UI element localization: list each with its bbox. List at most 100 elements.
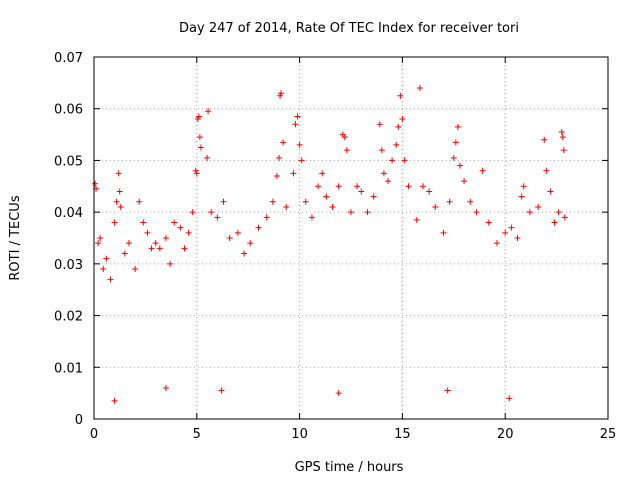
data-point	[226, 235, 233, 241]
data-point	[92, 180, 99, 187]
data-point	[446, 198, 453, 205]
data-point	[247, 240, 254, 247]
data-point	[335, 390, 342, 397]
data-point	[526, 209, 533, 216]
data-point	[506, 395, 513, 402]
data-point	[255, 224, 262, 231]
data-point	[195, 113, 202, 120]
data-point	[401, 157, 408, 164]
y-tick-label: 0.02	[54, 310, 83, 325]
data-point	[273, 172, 280, 179]
data-point	[341, 134, 348, 141]
data-point	[354, 183, 361, 190]
y-axis: 0 0.01 0.02 0.03 0.04 0.05 0.06 0.07	[54, 51, 608, 428]
data-point	[308, 214, 315, 221]
y-axis-label: ROTI / TECUs	[8, 195, 23, 280]
x-axis: 0 5 10 15 20 25	[90, 57, 616, 442]
data-point	[558, 128, 565, 135]
y-tick-label: 0.01	[54, 361, 83, 376]
data-point	[205, 108, 212, 115]
x-tick-label: 25	[600, 427, 617, 442]
data-point	[269, 198, 276, 205]
data-point	[189, 209, 196, 216]
data-point	[298, 157, 305, 164]
data-point	[103, 255, 110, 262]
data-point	[485, 219, 492, 226]
data-point	[559, 134, 566, 141]
data-point	[426, 188, 433, 195]
data-point	[518, 193, 525, 200]
data-point	[520, 183, 527, 190]
data-point	[234, 229, 241, 236]
data-point	[555, 209, 562, 216]
data-point	[156, 245, 163, 252]
data-point	[278, 90, 285, 97]
data-point	[364, 209, 371, 216]
data-point	[181, 245, 188, 252]
data-point	[419, 183, 426, 190]
data-point	[194, 116, 201, 123]
data-point	[547, 188, 554, 195]
data-point	[440, 229, 447, 236]
data-point	[111, 397, 118, 404]
data-point	[551, 219, 558, 226]
data-point	[376, 121, 383, 128]
data-point	[95, 240, 102, 247]
x-tick-label: 5	[193, 427, 201, 442]
data-point	[280, 139, 287, 146]
data-point	[479, 167, 486, 174]
x-tick-label: 0	[90, 427, 98, 442]
data-point	[152, 240, 159, 247]
data-point	[292, 121, 299, 128]
data-point	[358, 188, 365, 195]
x-axis-label: GPS time / hours	[295, 460, 404, 475]
data-point	[185, 229, 192, 236]
data-point	[277, 92, 284, 99]
data-point	[343, 147, 350, 154]
data-point	[535, 203, 542, 210]
data-point	[473, 209, 480, 216]
y-tick-label: 0.05	[54, 154, 83, 169]
data-point	[192, 167, 199, 174]
data-points	[92, 85, 568, 404]
data-point	[167, 260, 174, 267]
data-point	[456, 162, 463, 169]
data-point	[125, 240, 132, 247]
data-point	[514, 235, 521, 241]
data-point	[171, 219, 178, 226]
data-point	[323, 193, 330, 200]
data-point	[385, 178, 392, 185]
data-point	[218, 387, 225, 394]
data-point	[140, 219, 147, 226]
data-point	[116, 188, 123, 195]
chart-title: Day 247 of 2014, Rate Of TEC Index for r…	[179, 21, 519, 36]
data-point	[283, 203, 290, 210]
data-point	[196, 134, 203, 141]
y-tick-label: 0.04	[54, 206, 83, 221]
data-point	[115, 170, 122, 177]
data-point	[502, 229, 509, 236]
data-point	[432, 203, 439, 210]
data-point	[405, 183, 412, 190]
data-point	[508, 224, 515, 231]
data-point	[452, 139, 459, 146]
data-point	[393, 141, 400, 148]
data-point	[132, 266, 139, 273]
data-point	[177, 224, 184, 231]
data-point	[543, 167, 550, 174]
y-tick-label: 0.03	[54, 258, 83, 273]
data-point	[214, 214, 221, 221]
data-point	[148, 245, 155, 252]
data-point	[416, 85, 423, 92]
y-tick-label: 0	[75, 413, 83, 428]
data-point	[121, 250, 128, 257]
data-point	[208, 209, 215, 216]
data-point	[450, 154, 457, 161]
data-point	[560, 147, 567, 154]
data-point	[204, 154, 211, 161]
data-point	[193, 170, 200, 177]
data-point	[493, 240, 500, 247]
data-point	[444, 387, 451, 394]
data-point	[263, 214, 270, 221]
